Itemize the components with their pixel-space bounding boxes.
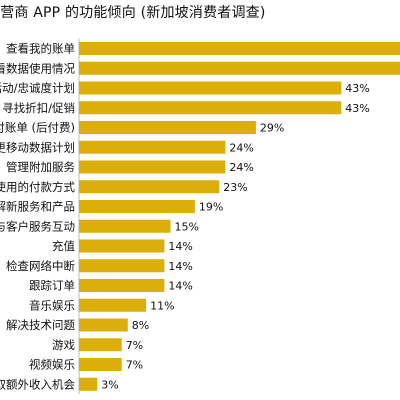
- data-label: 14%: [168, 280, 192, 293]
- category-label: 视频娱乐: [29, 358, 75, 372]
- bar: [79, 180, 220, 194]
- data-label: 15%: [175, 220, 199, 233]
- bar: [79, 81, 342, 95]
- data-label: 7%: [126, 339, 143, 352]
- data-label: 43%: [345, 82, 369, 95]
- bar: [79, 121, 256, 134]
- data-label: 14%: [168, 260, 192, 273]
- category-label: 查看我的账单: [6, 42, 75, 56]
- category-label: 管理附加服务: [6, 160, 75, 174]
- category-label: 赚取额外收入机会: [0, 377, 75, 391]
- bar: [79, 160, 226, 174]
- category-label: 了解新服务和产品: [0, 200, 75, 214]
- category-label: 解决技术问题: [6, 318, 75, 332]
- data-label: 23%: [223, 181, 247, 194]
- bar: [79, 358, 122, 371]
- chart-title: 运营商 APP 的功能倾向 (新加坡消费者调查): [0, 5, 266, 21]
- bar: [79, 219, 171, 233]
- bar: [79, 101, 342, 115]
- bar: [79, 42, 400, 55]
- category-label: 游戏: [52, 338, 75, 352]
- data-label: 7%: [126, 359, 143, 372]
- category-label: 寻找折扣/促销: [2, 101, 75, 115]
- data-label: 24%: [229, 161, 253, 174]
- category-label: 查看数据使用情况: [0, 61, 75, 75]
- data-label: 29%: [260, 122, 284, 135]
- bar: [79, 61, 400, 75]
- category-label: 检查网络中断: [6, 259, 75, 273]
- category-label: 与客户服务互动: [0, 219, 75, 233]
- bar: [79, 259, 165, 273]
- bar: [79, 298, 147, 312]
- data-label: 24%: [229, 141, 253, 154]
- category-label: 变更移动数据计划: [0, 140, 75, 154]
- category-label: 参加活动/忠诚度计划: [0, 81, 75, 95]
- data-label: 43%: [345, 102, 369, 115]
- category-label: 跟踪订单: [29, 279, 75, 293]
- bar: [79, 377, 98, 391]
- category-label: 充值: [52, 239, 75, 253]
- data-label: 11%: [150, 299, 174, 312]
- category-label: 音乐娱乐: [29, 298, 75, 312]
- bar: [79, 279, 165, 292]
- data-label: 14%: [168, 240, 192, 253]
- data-label: 8%: [132, 319, 149, 332]
- bar: [79, 318, 128, 332]
- data-label: 3%: [101, 378, 118, 391]
- data-label: 19%: [199, 201, 223, 214]
- bar: [79, 200, 195, 213]
- bar: [79, 338, 122, 352]
- category-label: 更改使用的付款方式: [0, 180, 75, 194]
- bar: [79, 239, 165, 253]
- category-label: 支付账单 (后付费): [0, 121, 75, 135]
- bar: [79, 140, 226, 154]
